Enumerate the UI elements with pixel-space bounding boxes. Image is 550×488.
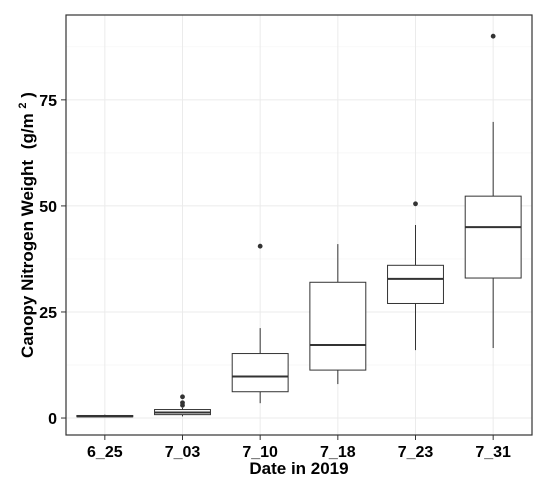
box-iqr [231, 353, 289, 393]
x-tick-label: 7_10 [242, 444, 278, 461]
y-tick-label: 0 [48, 411, 57, 428]
y-tick-label: 75 [39, 93, 57, 110]
outlier-point [413, 201, 418, 207]
x-axis-title: Date in 2019 [249, 459, 348, 478]
box-iqr [309, 281, 367, 371]
box-7_10 [231, 243, 289, 404]
axis-layer: 0 25 50 75 6_25 7_03 7_10 7_18 7_23 7_31 [39, 93, 511, 461]
panel-border [65, 14, 533, 436]
y-axis-title-main: Canopy Nitrogen Weight [18, 160, 37, 358]
box-7_03 [154, 394, 211, 417]
y-axis-title-unit: (g/m [18, 113, 37, 149]
x-tick-label: 6_25 [87, 444, 123, 461]
box-7_18 [309, 244, 367, 385]
box-6_25 [76, 414, 134, 418]
y-axis-title-close: ) [18, 92, 37, 98]
outlier-point [257, 243, 263, 249]
x-tick-label: 7_31 [475, 444, 511, 461]
outlier-point [180, 394, 185, 400]
box-iqr [464, 195, 522, 279]
box-iqr [387, 264, 444, 304]
y-axis-title-superscript: 2 [17, 102, 29, 108]
outlier-point [180, 400, 185, 406]
box-layer [76, 33, 522, 418]
grid-layer [66, 15, 532, 435]
outlier-point [490, 33, 496, 39]
box-7_31 [464, 33, 522, 349]
x-tick-label: 7_23 [398, 444, 434, 461]
box-7_23 [387, 201, 444, 351]
y-tick-label: 50 [39, 199, 57, 216]
x-tick-label: 7_18 [320, 444, 356, 461]
y-tick-label: 25 [39, 305, 57, 322]
y-axis-title: Canopy Nitrogen Weight (g/m 2 ) [11, 92, 37, 358]
x-tick-label: 7_03 [165, 444, 201, 461]
